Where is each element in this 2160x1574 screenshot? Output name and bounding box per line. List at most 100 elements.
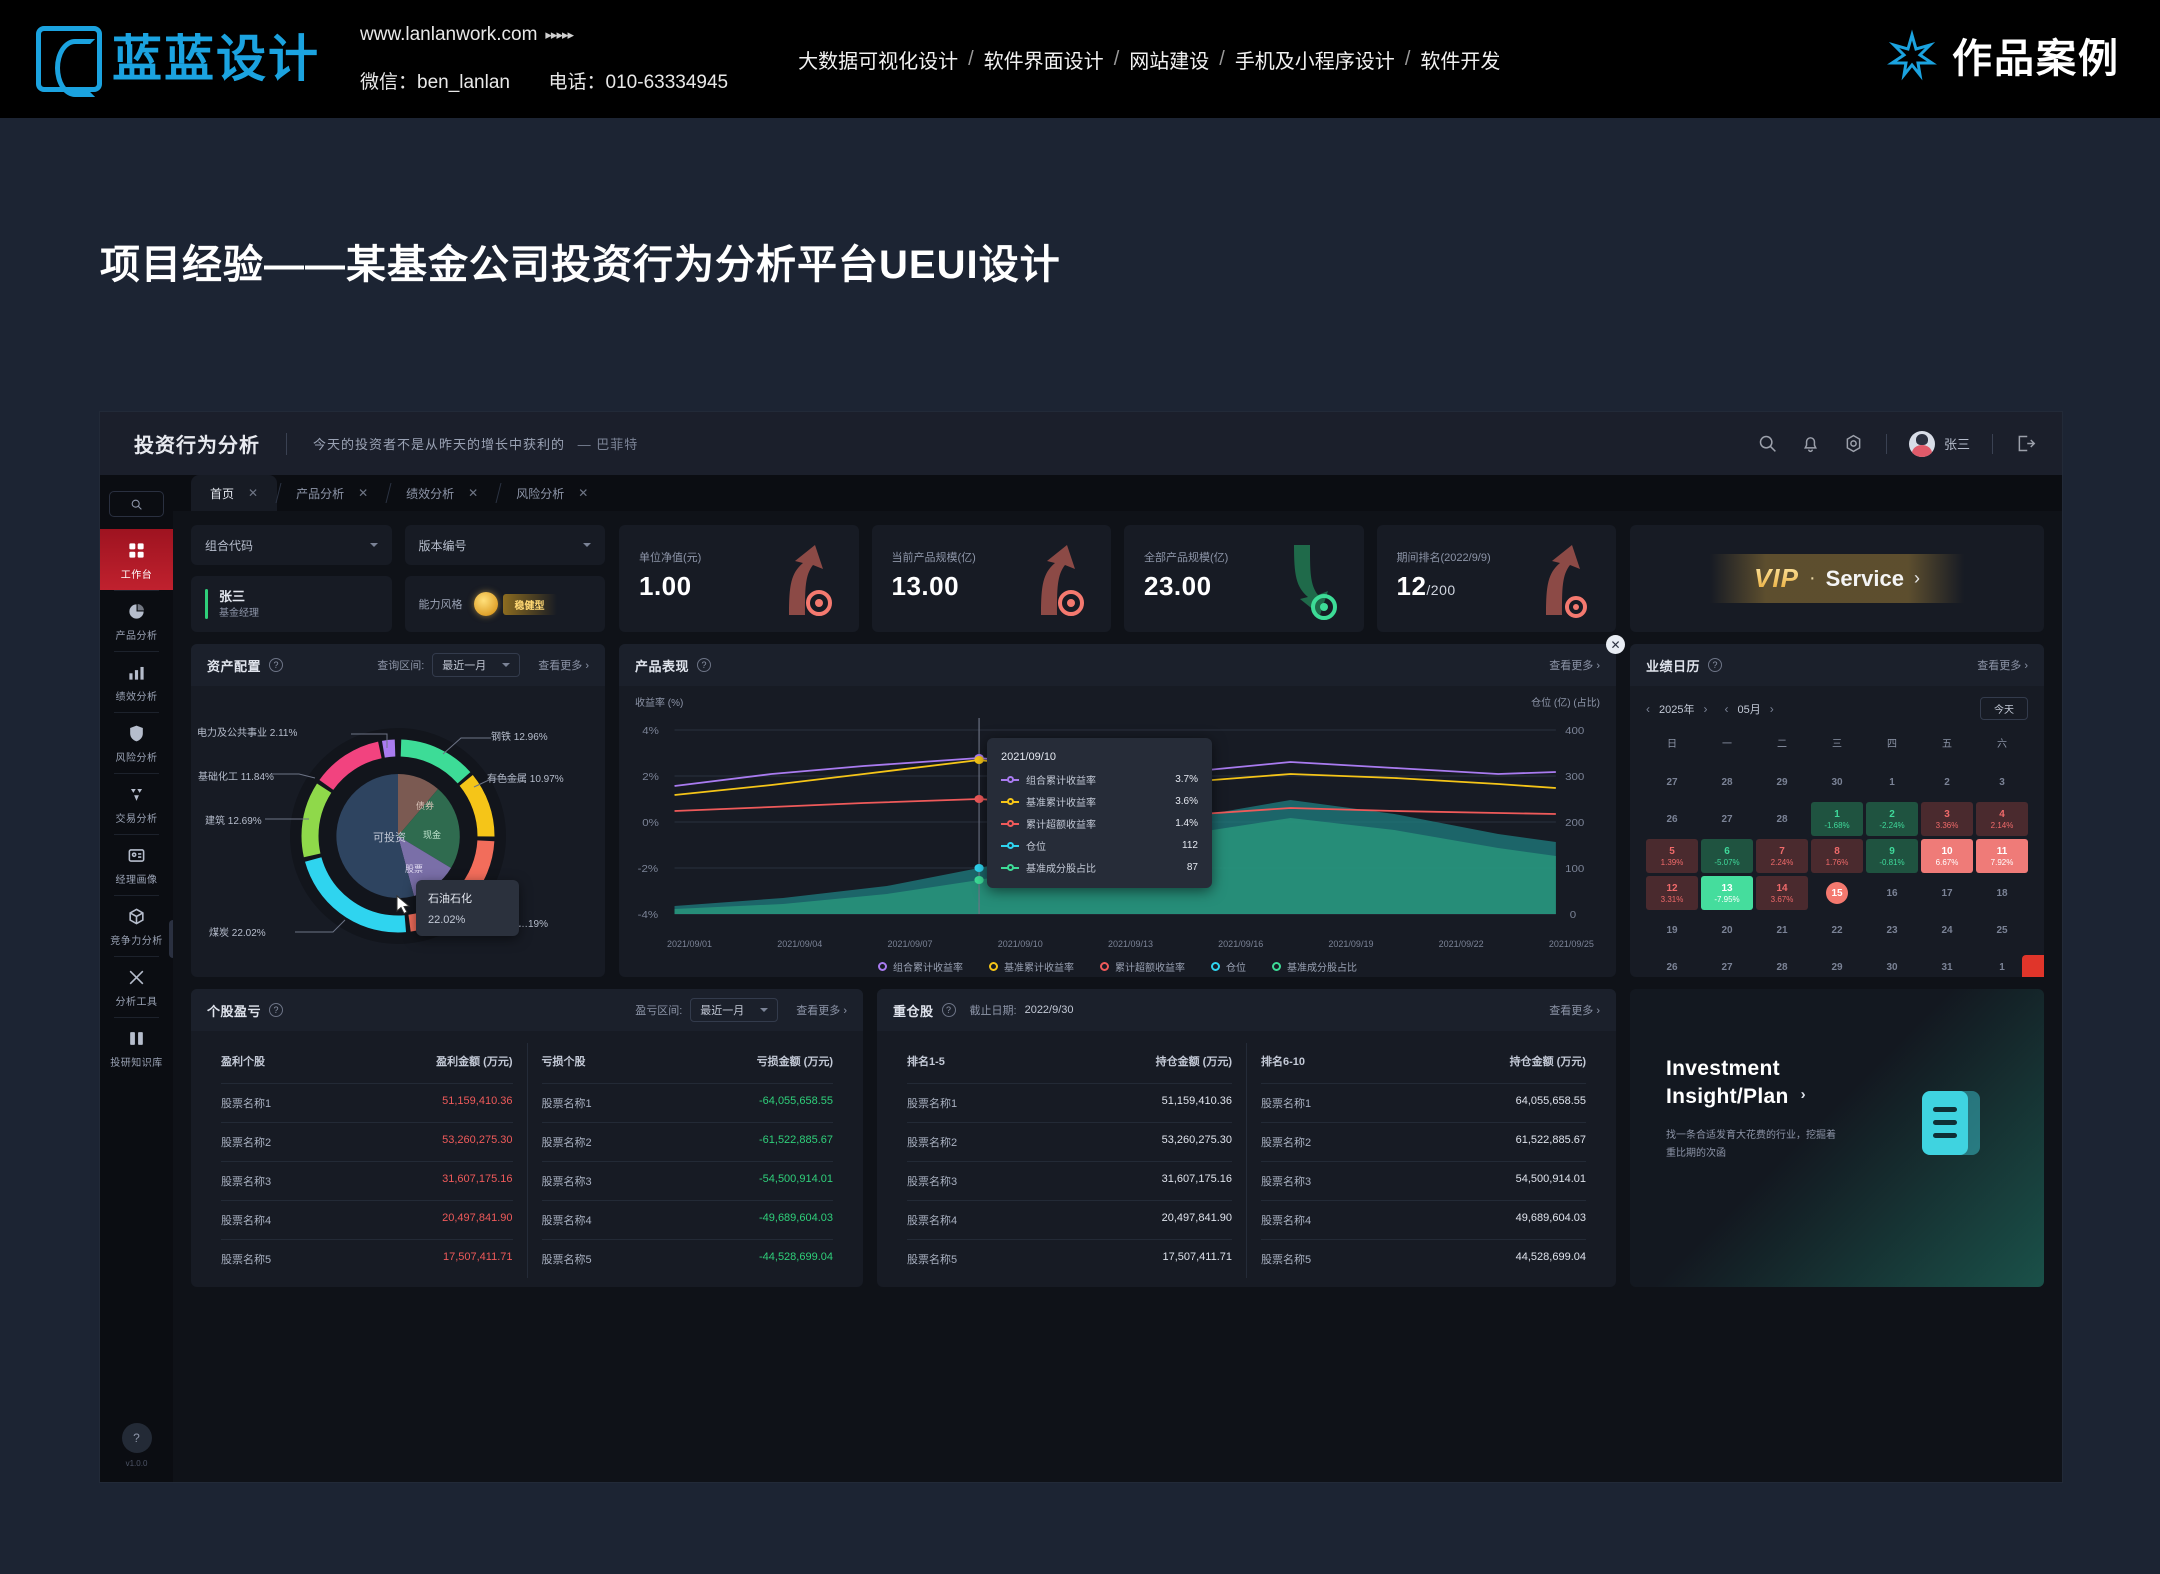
calendar-day-cell[interactable]: 26 [1646, 950, 1698, 984]
calendar-day-cell[interactable]: 14 3.67% [1756, 876, 1808, 910]
prev-year-icon[interactable]: ‹ [1646, 701, 1650, 716]
logout-icon[interactable] [2015, 433, 2036, 454]
calendar-day-cell[interactable]: 30 [1866, 950, 1918, 984]
calendar-day-cell[interactable]: 3 3.36% [1921, 802, 1973, 836]
calendar-day-cell[interactable]: 24 [1921, 913, 1973, 947]
calendar-day-cell[interactable]: 6 -5.07% [1701, 839, 1753, 873]
calendar-day-cell[interactable]: 18 [1976, 876, 2028, 910]
sidebar-item-product-analysis[interactable]: 产品分析 [100, 590, 173, 651]
calendar-day-cell[interactable]: 1 -1.68% [1811, 802, 1863, 836]
help-icon[interactable]: ? [697, 658, 712, 672]
x-axis-labels: 2021/09/01 2021/09/04 2021/09/07 2021/09… [633, 935, 1602, 949]
calendar-day-cell[interactable]: 28 [1701, 765, 1753, 799]
calendar-day-cell[interactable]: 26 [1646, 802, 1698, 836]
calendar-day-cell[interactable]: 22 [1811, 913, 1863, 947]
today-button[interactable]: 今天 [1980, 697, 2028, 720]
legend-item[interactable]: 累计超额收益率 [1100, 959, 1185, 974]
view-more-link[interactable]: 查看更多 › [1549, 1005, 1600, 1017]
calendar-day-cell[interactable]: 12 3.31% [1646, 876, 1698, 910]
legend-item[interactable]: 组合累计收益率 [878, 959, 963, 974]
help-icon[interactable]: ? [269, 658, 284, 672]
calendar-day-cell[interactable]: 29 [1811, 950, 1863, 984]
close-icon[interactable]: ✕ [1606, 635, 1625, 654]
calendar-day-cell[interactable]: 28 [1756, 950, 1808, 984]
close-icon[interactable]: ✕ [248, 486, 259, 500]
series-marker [1001, 797, 1019, 806]
tab-home[interactable]: 首页 ✕ [191, 475, 278, 511]
calendar-day-cell[interactable]: 21 [1756, 913, 1808, 947]
view-more-link[interactable]: 查看更多 › [1549, 660, 1600, 672]
user-menu[interactable]: 张三 [1908, 430, 1970, 457]
investment-plan-card[interactable]: Investment Insight/Plan › 找一条合适发育大花费的行业，挖… [1630, 989, 2044, 1287]
calendar-day-cell[interactable]: 10 6.67% [1921, 839, 1973, 873]
sidebar-item-workbench[interactable]: 工作台 [100, 529, 173, 590]
calendar-day-cell[interactable]: 20 [1701, 913, 1753, 947]
view-more-link[interactable]: 查看更多 › [1977, 660, 2028, 672]
sidebar-item-performance-analysis[interactable]: 绩效分析 [100, 651, 173, 712]
calendar-day-cell[interactable]: 30 [1811, 765, 1863, 799]
help-icon[interactable]: ? [121, 1423, 152, 1453]
calendar-day-cell[interactable]: 27 [1646, 765, 1698, 799]
legend-item[interactable]: 基准成分股占比 [1272, 959, 1357, 974]
close-icon[interactable]: ✕ [578, 486, 589, 500]
calendar-day-cell[interactable]: 29 [1756, 765, 1808, 799]
calendar-day-cell[interactable]: 8 1.76% [1811, 839, 1863, 873]
table-row: 股票名称1 -64,055,658.55 [541, 1083, 833, 1122]
panel-header: 资产配置 ? 查询区间: 最近一月 查看更多 › [191, 644, 605, 686]
calendar-day-cell[interactable]: 17 [1921, 876, 1973, 910]
settings-icon[interactable] [1843, 433, 1864, 454]
sidebar-item-competitiveness[interactable]: 竞争力分析 [100, 895, 173, 956]
view-more-link[interactable]: 查看更多 › [796, 1005, 847, 1017]
tab-performance-analysis[interactable]: 绩效分析 ✕ [387, 475, 497, 511]
range-select[interactable]: 最近一月 [432, 653, 521, 677]
calendar-day-cell[interactable]: 1 [1976, 950, 2028, 984]
sidebar-item-trade-analysis[interactable]: 交易分析 [100, 773, 173, 834]
next-month-icon[interactable]: › [1769, 701, 1774, 716]
legend-item[interactable]: 仓位 [1211, 959, 1246, 974]
search-icon[interactable] [1757, 433, 1778, 454]
calendar-day-cell[interactable]: 3 [1976, 765, 2028, 799]
calendar-day-cell[interactable]: 28 [1756, 802, 1808, 836]
calendar-day-cell[interactable]: 1 [1866, 765, 1918, 799]
sidebar-item-manager-portrait[interactable]: 经理画像 [100, 834, 173, 895]
help-icon[interactable]: ? [1708, 658, 1723, 672]
calendar-day-cell[interactable]: 23 [1866, 913, 1918, 947]
calendar-day-cell[interactable]: 13 -7.95% [1701, 876, 1753, 910]
sidebar-search-button[interactable] [109, 491, 164, 517]
bell-icon[interactable] [1800, 433, 1821, 454]
calendar-day-cell[interactable]: 16 [1866, 876, 1918, 910]
version-number-select[interactable]: 版本编号 [404, 525, 605, 565]
star-icon [1886, 29, 1938, 81]
calendar-day-cell[interactable]: 27 [1701, 802, 1753, 836]
calendar-day-number: 26 [1666, 813, 1678, 825]
calendar-day-cell[interactable]: 9 -0.81% [1866, 839, 1918, 873]
calendar-day-cell[interactable]: 31 [1921, 950, 1973, 984]
prev-month-icon[interactable]: ‹ [1724, 701, 1729, 716]
calendar-day-cell[interactable]: 11 7.92% [1976, 839, 2028, 873]
calendar-day-cell[interactable]: 2 [1921, 765, 1973, 799]
calendar-day-cell[interactable]: 2 -2.24% [1866, 802, 1918, 836]
legend-item[interactable]: 基准累计收益率 [989, 959, 1074, 974]
calendar-day-cell[interactable]: 5 1.39% [1646, 839, 1698, 873]
vip-service-banner[interactable]: VIP · Service › [1630, 525, 2044, 632]
tab-product-analysis[interactable]: 产品分析 ✕ [277, 475, 387, 511]
sidebar-item-risk-analysis[interactable]: 风险分析 [100, 712, 173, 773]
tab-risk-analysis[interactable]: 风险分析 ✕ [497, 475, 607, 511]
sidebar-item-analysis-tools[interactable]: 分析工具 [100, 956, 173, 1017]
calendar-day-cell[interactable]: 27 [1701, 950, 1753, 984]
calendar-day-cell[interactable]: 15 [1811, 876, 1863, 910]
sidebar-item-knowledge-base[interactable]: 投研知识库 [100, 1017, 173, 1078]
close-icon[interactable]: ✕ [358, 486, 369, 500]
next-year-icon[interactable]: › [1703, 701, 1708, 716]
portfolio-code-select[interactable]: 组合代码 [191, 525, 392, 565]
range-select[interactable]: 最近一月 [690, 998, 779, 1022]
calendar-day-cell[interactable]: 7 2.24% [1756, 839, 1808, 873]
help-icon[interactable]: ? [941, 1003, 956, 1017]
view-more-link[interactable]: 查看更多 › [538, 660, 589, 672]
calendar-day-cell[interactable]: 19 [1646, 913, 1698, 947]
help-icon[interactable]: ? [269, 1003, 284, 1017]
corner-tag[interactable] [2022, 955, 2044, 977]
close-icon[interactable]: ✕ [468, 486, 479, 500]
calendar-day-cell[interactable]: 25 [1976, 913, 2028, 947]
calendar-day-cell[interactable]: 4 2.14% [1976, 802, 2028, 836]
